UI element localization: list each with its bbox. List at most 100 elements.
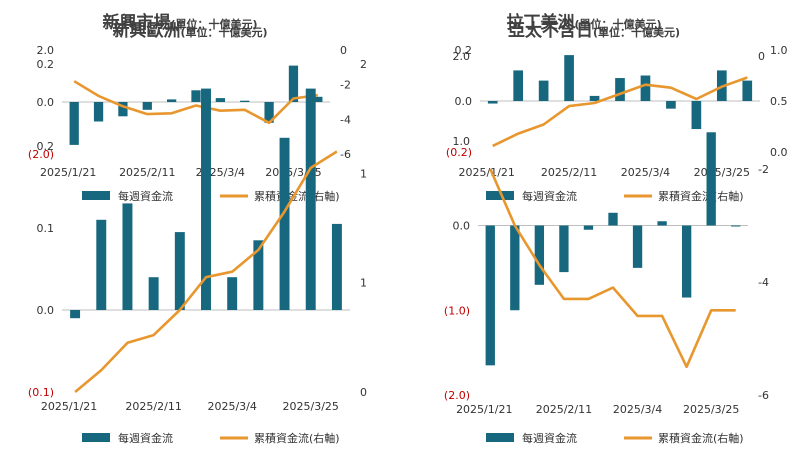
y-left-tick-label: 0.2: [37, 58, 55, 71]
weekly-flow-bar: [148, 277, 159, 310]
weekly-flow-bar: [608, 212, 618, 226]
legend-bar-swatch: [486, 433, 514, 442]
weekly-flow-bar: [538, 80, 549, 101]
x-tick-label: 2025/3/4: [621, 166, 670, 179]
weekly-flow-bar: [691, 101, 702, 130]
chart-title-unit: (單位：十億美元): [574, 17, 661, 31]
weekly-flow-bar: [264, 102, 274, 123]
chart-title: 亞太不含日(單位：十億美元): [508, 20, 680, 41]
y-right-tick-label: 1.0: [770, 44, 788, 57]
legend-bar-swatch: [82, 433, 110, 442]
weekly-flow-bar: [742, 80, 753, 101]
weekly-flow-bar: [253, 240, 264, 310]
x-tick-label: 2025/3/4: [613, 403, 662, 416]
weekly-flow-bar: [174, 232, 185, 310]
chart-title: 新興歐洲(單位：十億美元): [112, 20, 267, 41]
weekly-flow-bar: [313, 96, 323, 102]
weekly-flow-bar: [657, 221, 667, 226]
y-left-tick-label: 0.0: [37, 304, 55, 317]
y-left-tick-label: 2.0: [453, 50, 471, 63]
legend-line-label: 累積資金流(右軸): [658, 431, 744, 445]
x-tick-label: 2025/2/11: [125, 400, 181, 413]
x-tick-label: 2025/3/25: [283, 400, 339, 413]
y-left-tick-label: 0.2: [455, 44, 473, 57]
legend-bar-label: 每週資金流: [522, 431, 577, 445]
x-tick-label: 2025/3/25: [683, 403, 739, 416]
y-left-tick-label: 0.2: [37, 140, 55, 153]
cumulative-flow-line: [74, 150, 338, 393]
chart-title-unit: (單位：十億美元): [593, 25, 680, 39]
weekly-flow-bar: [513, 70, 524, 101]
weekly-flow-bar: [93, 102, 104, 122]
weekly-flow-bar: [305, 88, 316, 310]
weekly-flow-bar: [142, 102, 152, 110]
weekly-flow-bar: [240, 100, 250, 102]
y-left-tick-label: 1.0: [453, 135, 471, 148]
weekly-flow-bar: [632, 225, 643, 268]
y-left-tick-label: 0.0: [453, 220, 471, 233]
cumulative-flow-line: [489, 168, 736, 369]
x-tick-label: 2025/2/11: [541, 166, 597, 179]
y-right-tick-label: 2: [360, 58, 367, 71]
y-right-tick-label: 0: [360, 386, 367, 399]
weekly-flow-bar: [510, 225, 520, 311]
legend-bar-swatch: [82, 191, 110, 200]
weekly-flow-bar: [666, 101, 676, 109]
weekly-flow-bar: [201, 88, 211, 310]
legend-bar-label: 每週資金流: [118, 431, 173, 445]
cumulative-flow-line: [492, 76, 748, 148]
y-left-tick-label: 0.0: [37, 96, 55, 109]
legend-line-label: 累積資金流(右軸): [254, 189, 340, 203]
weekly-flow-bar: [640, 75, 651, 101]
weekly-flow-bar: [731, 225, 741, 227]
weekly-flow-bar: [559, 225, 569, 273]
chart-title: 拉丁美洲(單位：十億美元): [506, 12, 661, 33]
y-right-tick-label: 0.0: [770, 146, 788, 159]
y-right-tick-label: -2: [340, 79, 351, 92]
weekly-flow-bar: [227, 277, 238, 310]
x-tick-label: 2025/1/21: [41, 400, 97, 413]
y-right-tick-label: 1: [360, 167, 367, 180]
x-tick-label: 2025/2/11: [119, 166, 175, 179]
weekly-flow-bar: [583, 225, 594, 230]
weekly-flow-bar: [534, 225, 545, 285]
y-left-tick-label: (1.0): [444, 304, 470, 317]
y-left-tick-label: (0.2): [446, 146, 472, 159]
y-right-tick-label: 0: [340, 44, 347, 57]
y-right-tick-label: 1: [360, 277, 367, 290]
y-right-tick-label: -2: [758, 163, 769, 176]
weekly-flow-bar: [118, 102, 128, 117]
x-tick-label: 2025/2/11: [536, 403, 592, 416]
chart-panel-2: 拉丁美洲(單位：十億美元)0.20.0(0.2)1.00.50.02025/1/…: [446, 12, 788, 203]
chart-panel-3: 新興歐洲(單位：十億美元) 0.2 0.2 0.1 0.0 (0.1) 2 1 1 0 2025/1…: [28, 20, 367, 445]
weekly-flow-bar: [122, 203, 133, 310]
weekly-flow-bar: [70, 310, 81, 319]
y-right-tick-label: -4: [758, 276, 769, 289]
chart-title: 新興市場(單位：十億美元): [102, 12, 257, 33]
legend-bar-label: 每週資金流: [118, 189, 173, 203]
x-tick-label: 2025/1/21: [459, 166, 515, 179]
y-right-tick-label: 0: [758, 50, 765, 63]
weekly-flow-bar: [288, 65, 299, 102]
y-left-tick-label: 0.1: [37, 222, 55, 235]
x-tick-label: 2025/3/4: [207, 400, 256, 413]
legend-line-label: 累積資金流(右軸): [254, 431, 340, 445]
y-left-tick-label: (2.0): [28, 148, 54, 161]
weekly-flow-bar: [487, 101, 498, 104]
weekly-flow-bar: [485, 225, 495, 366]
weekly-flow-bar: [589, 95, 600, 101]
chart-title-unit: (單位：十億美元): [180, 25, 267, 39]
legend-bar-label: 每週資金流: [522, 189, 577, 203]
y-left-tick-label: 0.0: [455, 95, 473, 108]
weekly-flow-bar: [564, 55, 574, 101]
weekly-flow-bar: [167, 99, 177, 102]
legend-bar-swatch: [486, 191, 514, 200]
cumulative-flow-line: [73, 80, 318, 125]
y-right-tick-label: -6: [758, 389, 769, 402]
x-tick-label: 2025/1/21: [40, 166, 96, 179]
weekly-flow-bar: [615, 78, 625, 101]
weekly-flow-bar: [96, 219, 107, 310]
y-left-tick-label: 2.0: [37, 44, 55, 57]
